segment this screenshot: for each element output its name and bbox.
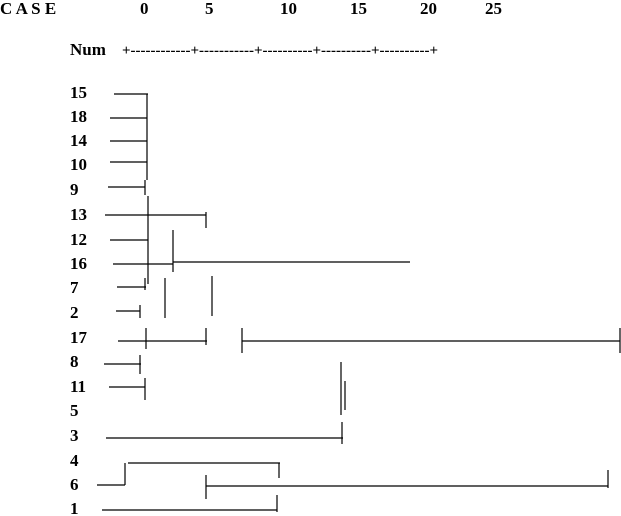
dendrogram-branches <box>97 93 621 512</box>
num-header: Num <box>70 40 106 59</box>
case-label: 10 <box>70 155 87 174</box>
case-label: 18 <box>70 107 87 126</box>
case-label: 9 <box>70 180 79 199</box>
case-label: 13 <box>70 205 87 224</box>
scale-tick-label: 10 <box>280 0 297 18</box>
case-label: 15 <box>70 83 87 102</box>
scale-rule: +------------+-----------+----------+---… <box>122 43 438 59</box>
scale-tick-label: 15 <box>350 0 367 18</box>
scale-tick-label: 20 <box>420 0 437 18</box>
case-header: C A S E <box>0 0 56 18</box>
case-label: 11 <box>70 377 86 396</box>
case-label: 16 <box>70 254 87 273</box>
case-label: 12 <box>70 230 87 249</box>
case-label: 14 <box>70 131 88 150</box>
case-label: 2 <box>70 303 79 322</box>
case-label: 5 <box>70 401 79 420</box>
svg-text:+------------+-----------+----: +------------+-----------+----------+---… <box>122 43 438 59</box>
case-labels: 15 18 14 10 9 13 12 16 7 2 17 8 11 5 3 4… <box>70 83 88 516</box>
case-label: 1 <box>70 499 79 516</box>
scale-tick-label: 0 <box>140 0 149 18</box>
case-label: 7 <box>70 278 79 297</box>
case-label: 6 <box>70 475 79 494</box>
case-label: 17 <box>70 328 88 347</box>
case-label: 8 <box>70 352 79 371</box>
case-label: 4 <box>70 451 79 470</box>
case-label: 3 <box>70 426 79 445</box>
scale-tick-label: 25 <box>485 0 502 18</box>
scale-tick-label: 5 <box>205 0 214 18</box>
